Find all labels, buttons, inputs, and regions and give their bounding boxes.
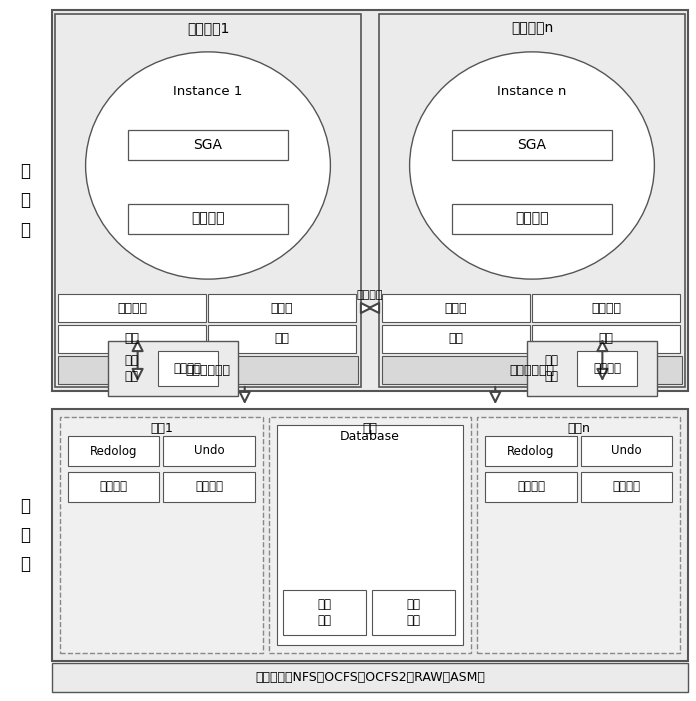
Bar (277, 425, 464, 645)
Text: 磁盘共享驱动: 磁盘共享驱动 (186, 364, 230, 376)
Text: Database: Database (340, 430, 400, 444)
Text: 节点1: 节点1 (150, 423, 173, 435)
Bar (68, 436, 159, 466)
Text: Redolog: Redolog (90, 444, 137, 458)
Text: 监控: 监控 (599, 332, 613, 346)
Text: Undo: Undo (611, 444, 642, 458)
Bar (269, 417, 471, 653)
Text: 控制
文件: 控制 文件 (406, 599, 420, 627)
Bar (55, 14, 361, 387)
Ellipse shape (410, 52, 654, 279)
Bar (580, 472, 672, 502)
Text: Instance 1: Instance 1 (173, 85, 243, 98)
Text: Undo: Undo (193, 444, 224, 458)
Bar (485, 436, 577, 466)
Text: 数据
文件: 数据 文件 (317, 599, 331, 627)
Bar (452, 130, 612, 160)
Bar (58, 356, 358, 384)
Bar (532, 325, 680, 353)
Bar (477, 417, 680, 653)
Text: 磁盘共享驱动: 磁盘共享驱动 (509, 364, 555, 376)
Bar (68, 472, 159, 502)
Bar (382, 294, 530, 322)
Bar (108, 341, 237, 396)
Bar (532, 294, 680, 322)
Bar (283, 590, 366, 635)
Bar (580, 436, 672, 466)
Bar (164, 472, 255, 502)
Bar (157, 351, 218, 386)
Bar (129, 204, 287, 233)
Bar (52, 663, 688, 692)
Text: 计算节点1: 计算节点1 (187, 21, 229, 35)
Text: 密码文件: 密码文件 (594, 362, 622, 375)
Text: 存
储
层: 存 储 层 (20, 497, 30, 573)
Text: SGA: SGA (518, 138, 546, 152)
Text: 后台进程: 后台进程 (191, 212, 225, 226)
Text: 计
算
层: 计 算 层 (20, 163, 30, 239)
Bar (382, 356, 682, 384)
Text: 密码文件: 密码文件 (173, 362, 202, 375)
Text: 监控: 监控 (274, 332, 290, 346)
Bar (372, 590, 455, 635)
Bar (578, 351, 638, 386)
Text: 公共: 公共 (363, 423, 377, 435)
Text: Redolog: Redolog (507, 444, 555, 458)
Bar (58, 325, 206, 353)
Text: 共享存储（NFS、OCFS、OCFS2、RAW、ASM）: 共享存储（NFS、OCFS、OCFS2、RAW、ASM） (255, 671, 485, 684)
Bar (485, 472, 577, 502)
Text: 侦听: 侦听 (125, 332, 139, 346)
Text: 参数文件: 参数文件 (100, 480, 127, 494)
Bar (52, 10, 688, 391)
Text: 参数文件: 参数文件 (517, 480, 545, 494)
Bar (208, 325, 356, 353)
Text: 侦听: 侦听 (448, 332, 464, 346)
Text: 本地
存储: 本地 存储 (544, 355, 558, 383)
Ellipse shape (86, 52, 331, 279)
Text: SGA: SGA (193, 138, 223, 152)
Bar (208, 294, 356, 322)
Bar (452, 204, 612, 233)
Bar (60, 417, 262, 653)
Bar (58, 294, 206, 322)
Bar (164, 436, 255, 466)
Bar (129, 130, 287, 160)
Text: 通讯层: 通讯层 (271, 301, 293, 315)
Text: 节点n: 节点n (567, 423, 590, 435)
Text: 归档日志: 归档日志 (195, 480, 223, 494)
Text: 本地
存储: 本地 存储 (125, 355, 139, 383)
Bar (52, 409, 688, 661)
Text: 通讯层: 通讯层 (445, 301, 467, 315)
Text: 集群管理: 集群管理 (591, 301, 621, 315)
Text: Instance n: Instance n (498, 85, 567, 98)
Bar (528, 341, 658, 396)
Text: 计算节点n: 计算节点n (511, 21, 553, 35)
Text: 集群管理: 集群管理 (117, 301, 147, 315)
Bar (379, 14, 685, 387)
Bar (382, 325, 530, 353)
Text: 归档日志: 归档日志 (612, 480, 640, 494)
Text: 后台进程: 后台进程 (515, 212, 548, 226)
Text: 缓存聚合: 缓存聚合 (357, 290, 383, 300)
